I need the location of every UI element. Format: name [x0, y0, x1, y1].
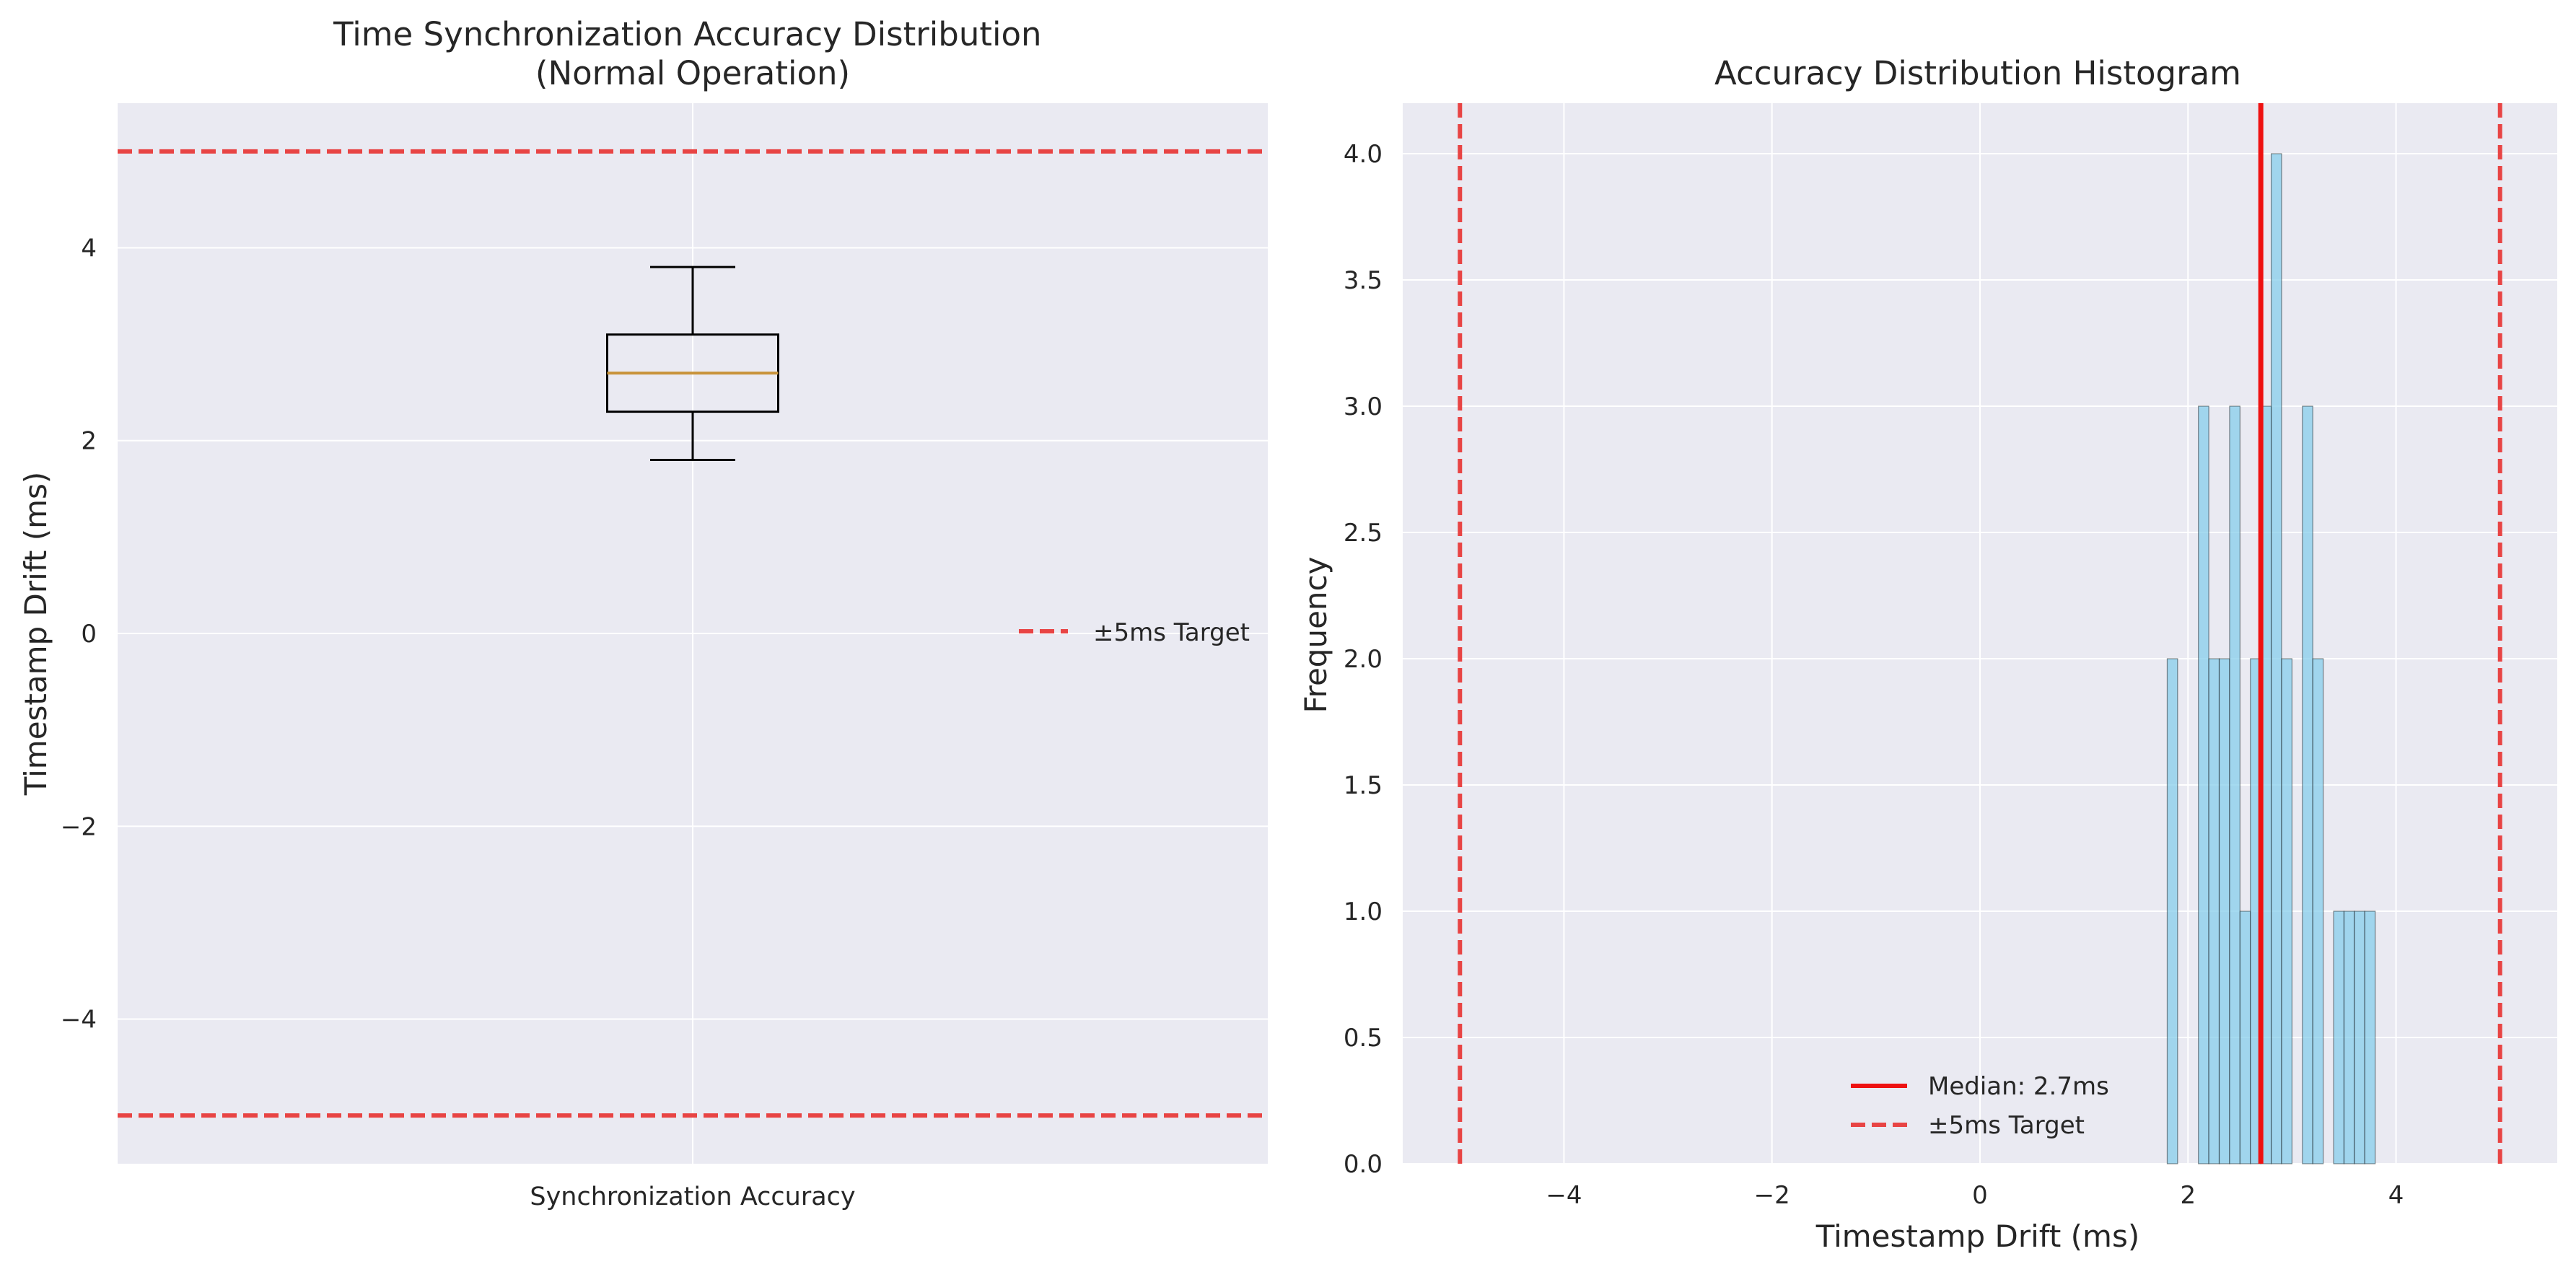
histogram-x-tick-labels: −4 −2 0 2 4	[1546, 1181, 2404, 1210]
histogram-bar	[2166, 658, 2178, 1164]
histogram-x-tick-label: 4	[2388, 1181, 2404, 1210]
histogram-y-tick-label: 2.0	[1344, 645, 1383, 674]
histogram-reference-lines	[1458, 103, 2502, 1164]
histogram-bar	[2208, 658, 2220, 1164]
histogram-bar	[2271, 153, 2282, 1164]
histogram-y-tick-label: 0.5	[1344, 1024, 1383, 1053]
boxplot-legend: ±5ms Target	[1019, 618, 1250, 647]
histogram-y-tick-labels: 0.0 0.5 1.0 1.5 2.0 2.5 3.0 3.5 4.0	[1344, 140, 1383, 1179]
histogram-bar	[2354, 910, 2365, 1164]
histogram-bar	[2333, 910, 2345, 1164]
histogram-x-axis-label: Timestamp Drift (ms)	[1815, 1219, 2140, 1254]
boxplot-y-tick-label: 4	[81, 234, 97, 263]
boxplot-y-axis-label: Timestamp Drift (ms)	[18, 472, 53, 797]
histogram-title: Accuracy Distribution Histogram	[1714, 54, 2241, 92]
histogram-bar	[2218, 658, 2230, 1164]
histogram-legend: Median: 2.7ms ±5ms Target	[1851, 1072, 2109, 1140]
histogram-bars	[2166, 153, 2376, 1164]
histogram-bar	[2281, 658, 2293, 1164]
histogram-x-tick-label: −4	[1546, 1181, 1582, 1210]
histogram-bar	[2312, 658, 2324, 1164]
histogram-y-tick-label: 3.5	[1344, 266, 1383, 295]
boxplot-x-category-label: Synchronization Accuracy	[530, 1182, 855, 1211]
boxplot-y-tick-label: 0	[81, 620, 97, 649]
histogram-x-tick-label: 2	[2180, 1181, 2196, 1210]
histogram-bar	[2198, 405, 2209, 1164]
legend-target-label: ±5ms Target	[1928, 1111, 2085, 1140]
histogram-x-tick-label: −2	[1754, 1181, 1790, 1210]
legend-target-label: ±5ms Target	[1093, 618, 1250, 647]
boxplot-y-tick-label: 2	[81, 427, 97, 456]
histogram-bar	[2364, 910, 2376, 1164]
histogram-bar	[2229, 405, 2240, 1164]
histogram-bar	[2239, 910, 2251, 1164]
histogram-x-tick-label: 0	[1972, 1181, 1988, 1210]
histogram-y-tick-label: 3.0	[1344, 392, 1383, 421]
legend-median-label: Median: 2.7ms	[1928, 1072, 2109, 1101]
histogram-bar	[2302, 405, 2313, 1164]
histogram-y-tick-label: 1.5	[1344, 771, 1383, 800]
histogram-y-tick-label: 4.0	[1344, 140, 1383, 169]
histogram-bar	[2343, 910, 2355, 1164]
boxplot-y-tick-label: −4	[61, 1006, 97, 1035]
histogram-y-axis-label: Frequency	[1298, 557, 1333, 714]
histogram-panel: 0.0 0.5 1.0 1.5 2.0 2.5 3.0 3.5 4.0 −4 −2 0 2 4 Accu…	[1298, 54, 2557, 1254]
boxplot-y-tick-labels: −4 −2 0 2 4	[61, 234, 97, 1034]
histogram-y-tick-label: 2.5	[1344, 519, 1383, 548]
boxplot-y-tick-label: −2	[61, 812, 97, 841]
histogram-y-tick-label: 0.0	[1344, 1150, 1383, 1179]
boxplot-title: Time Synchronization Accuracy Distributi…	[333, 15, 1052, 92]
histogram-y-tick-label: 1.0	[1344, 898, 1383, 926]
boxplot-box	[606, 266, 779, 461]
boxplot-panel: −4 −2 0 2 4 Time Synchronization Accuracy Di…	[18, 15, 1268, 1211]
boxplot-target-lines	[118, 149, 1268, 1118]
